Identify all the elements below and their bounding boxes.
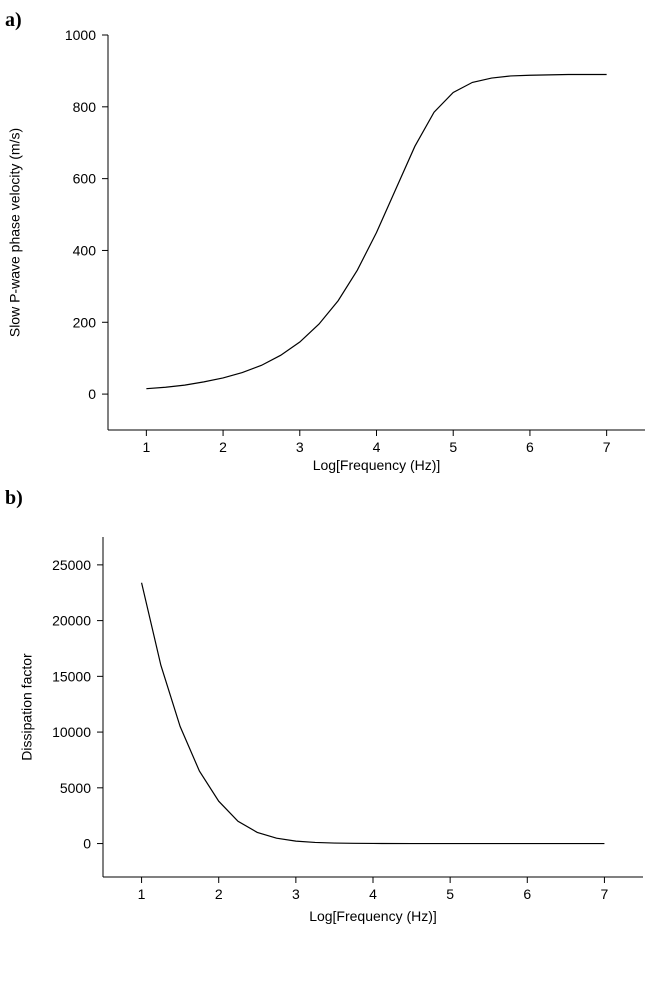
y-tick-label: 400 [73, 242, 97, 258]
x-tick-label: 7 [603, 439, 611, 455]
x-tick-label: 3 [296, 439, 304, 455]
x-tick-label: 4 [369, 886, 377, 902]
y-tick-label: 0 [88, 386, 96, 402]
y-tick-label: 1000 [65, 27, 96, 43]
y-tick-label: 800 [73, 99, 97, 115]
x-tick-label: 3 [292, 886, 300, 902]
x-tick-label: 6 [526, 439, 534, 455]
data-line [140, 582, 605, 845]
y-tick-label: 600 [73, 171, 97, 187]
x-tick-label: 7 [601, 886, 609, 902]
y-tick-label: 25000 [52, 557, 91, 573]
y-tick-label: 20000 [52, 613, 91, 629]
y-tick-label: 0 [83, 836, 91, 852]
y-axis-label: Slow P-wave phase velocity (m/s) [7, 128, 23, 337]
y-tick-label: 15000 [52, 668, 91, 684]
x-tick-label: 2 [215, 886, 223, 902]
y-axis-label: Dissipation factor [19, 653, 35, 761]
x-tick-label: 2 [219, 439, 227, 455]
x-tick-label: 1 [138, 886, 146, 902]
x-tick-label: 4 [373, 439, 381, 455]
x-tick-label: 5 [449, 439, 457, 455]
x-tick-label: 5 [446, 886, 454, 902]
panel-label: b) [5, 487, 23, 509]
x-tick-label: 1 [142, 439, 150, 455]
panel-label: a) [5, 9, 22, 31]
x-axis-label: Log[Frequency (Hz)] [309, 908, 437, 924]
data-line [146, 73, 607, 390]
y-tick-label: 10000 [52, 724, 91, 740]
x-axis-label: Log[Frequency (Hz)] [313, 457, 441, 473]
y-tick-label: 5000 [60, 780, 91, 796]
y-tick-label: 200 [73, 314, 97, 330]
x-tick-label: 6 [523, 886, 531, 902]
